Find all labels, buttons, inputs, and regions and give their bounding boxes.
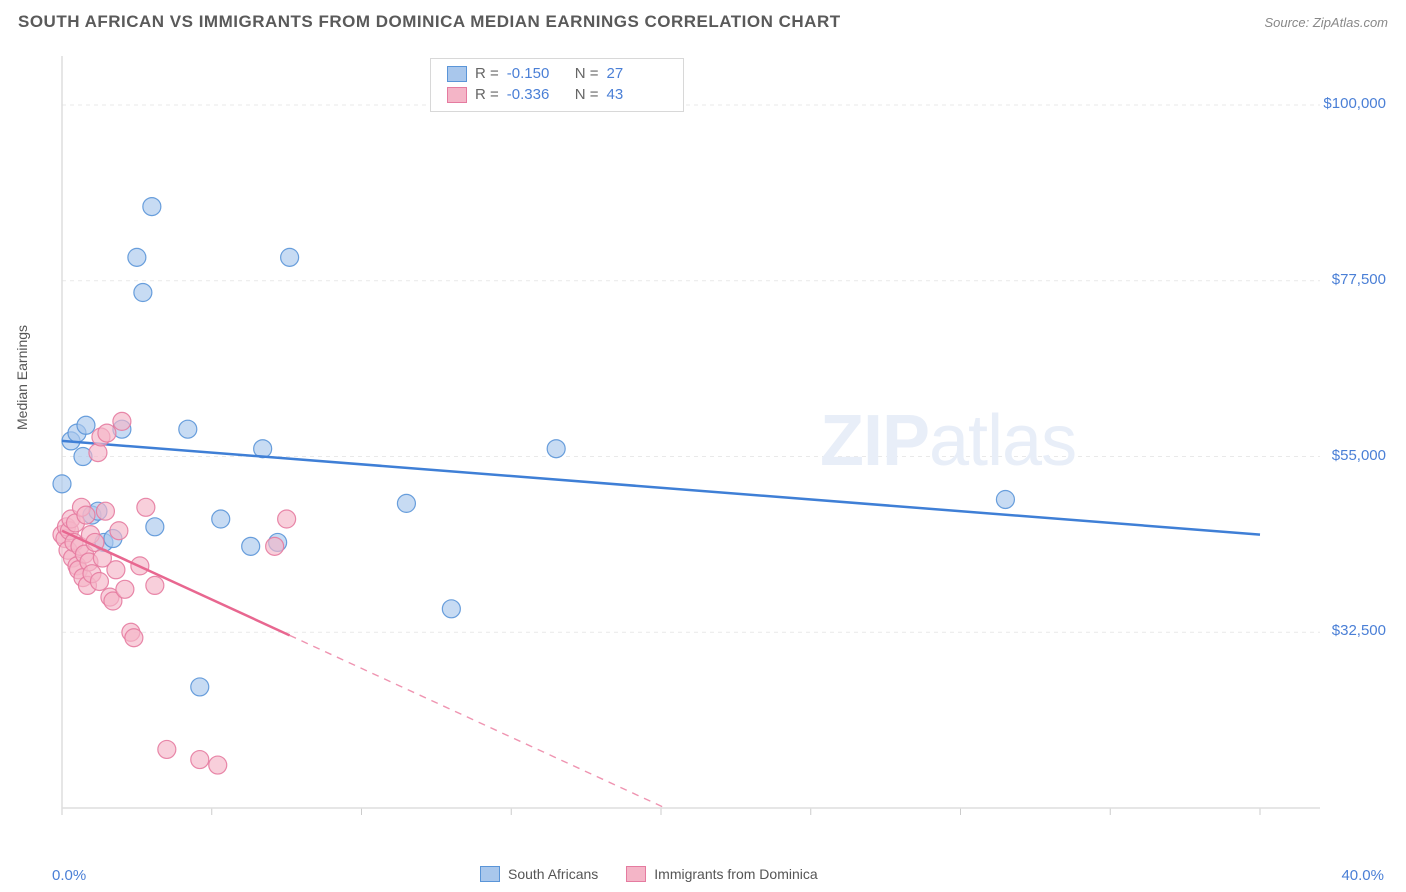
correlation-row: R = -0.336 N = 43 <box>447 84 667 105</box>
plot-svg <box>50 48 1370 838</box>
correlation-legend: R = -0.150 N = 27 R = -0.336 N = 43 <box>430 58 684 112</box>
correlation-row: R = -0.150 N = 27 <box>447 63 667 84</box>
legend-swatch <box>447 87 467 103</box>
legend-label: South Africans <box>508 866 598 882</box>
legend-swatch <box>480 866 500 882</box>
n-value: 43 <box>607 86 667 103</box>
legend-swatch <box>626 866 646 882</box>
r-label: R = <box>475 86 499 103</box>
y-axis-label: Median Earnings <box>14 325 30 430</box>
scatter-plot <box>50 48 1370 838</box>
x-tick-min: 0.0% <box>52 867 86 884</box>
legend-item: Immigrants from Dominica <box>626 866 817 882</box>
y-tick-label: $55,000 <box>1332 447 1386 464</box>
n-label: N = <box>575 65 599 82</box>
legend-label: Immigrants from Dominica <box>654 866 817 882</box>
legend-item: South Africans <box>480 866 598 882</box>
r-value: -0.150 <box>507 65 567 82</box>
watermark: ZIPatlas <box>820 400 1076 482</box>
y-tick-label: $32,500 <box>1332 622 1386 639</box>
chart-title: SOUTH AFRICAN VS IMMIGRANTS FROM DOMINIC… <box>18 12 841 32</box>
y-tick-label: $100,000 <box>1323 95 1386 112</box>
legend-swatch <box>447 66 467 82</box>
n-label: N = <box>575 86 599 103</box>
source-attribution: Source: ZipAtlas.com <box>1264 15 1388 30</box>
x-tick-max: 40.0% <box>1341 867 1384 884</box>
r-label: R = <box>475 65 499 82</box>
series-legend: South Africans Immigrants from Dominica <box>480 866 818 882</box>
n-value: 27 <box>607 65 667 82</box>
r-value: -0.336 <box>507 86 567 103</box>
y-tick-label: $77,500 <box>1332 271 1386 288</box>
